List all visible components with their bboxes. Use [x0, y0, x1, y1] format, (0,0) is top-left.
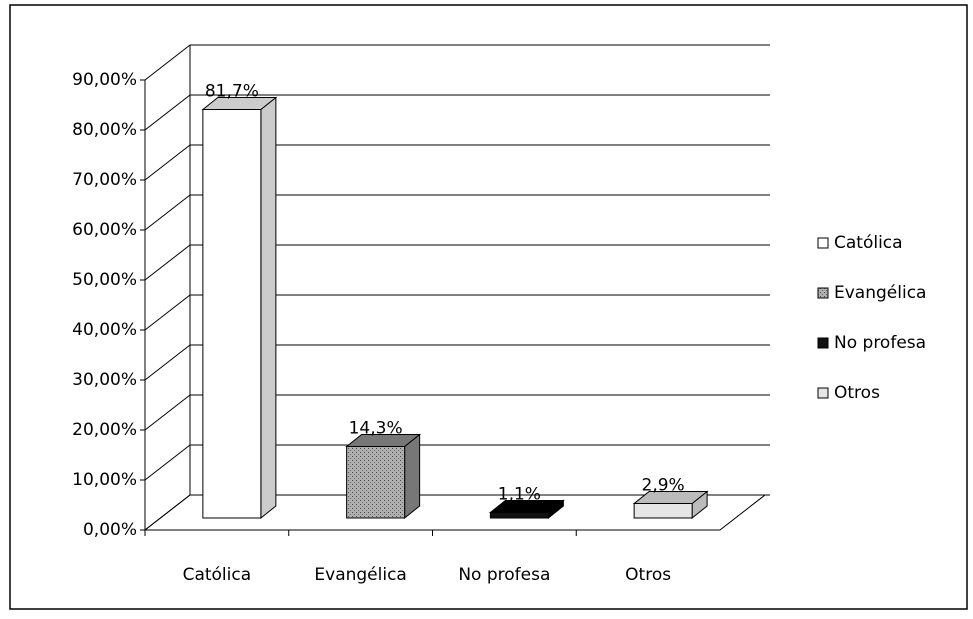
y-tick-label: 40,00% [72, 320, 137, 340]
grid-line-side [144, 94, 191, 131]
frame [9, 4, 968, 610]
legend-label: No profesa [834, 333, 926, 353]
x-tick-label: Católica [183, 565, 252, 585]
bar [489, 512, 549, 519]
bar [202, 109, 262, 519]
y-tick-label: 30,00% [72, 370, 137, 390]
data-label: 1,1% [498, 485, 541, 505]
x-tick-label: Otros [625, 565, 671, 585]
x-tick-label: No profesa [458, 565, 550, 585]
legend-label: Otros [834, 383, 880, 403]
y-tick-label: 50,00% [72, 270, 137, 290]
y-tick-label: 0,00% [83, 520, 137, 540]
legend-swatch [817, 237, 829, 249]
grid-line-side [144, 444, 191, 481]
legend-label: Evangélica [834, 283, 926, 303]
x-tick-label: Evangélica [314, 565, 406, 585]
data-label: 81,7% [205, 82, 259, 102]
grid-line-side [144, 294, 191, 331]
legend-swatch [817, 337, 829, 349]
grid-line-side [144, 194, 191, 231]
legend-swatch [817, 387, 829, 399]
grid-line-side [144, 494, 191, 531]
grid-line-side [144, 44, 191, 81]
y-tick-label: 80,00% [72, 120, 137, 140]
grid-line-side [144, 144, 191, 181]
data-label: 2,9% [642, 476, 685, 496]
bar-side [260, 96, 277, 520]
y-tick-label: 90,00% [72, 70, 137, 90]
grid-line-side [144, 394, 191, 431]
bar [633, 503, 693, 519]
data-label: 14,3% [349, 419, 403, 439]
y-tick-label: 10,00% [72, 470, 137, 490]
y-tick-label: 20,00% [72, 420, 137, 440]
legend-swatch [817, 287, 829, 299]
bar [346, 446, 406, 519]
y-tick-label: 70,00% [72, 170, 137, 190]
grid-line-side [144, 244, 191, 281]
y-tick-label: 60,00% [72, 220, 137, 240]
legend-label: Católica [834, 233, 903, 253]
bar-side [404, 433, 421, 520]
grid-line-side [144, 344, 191, 381]
